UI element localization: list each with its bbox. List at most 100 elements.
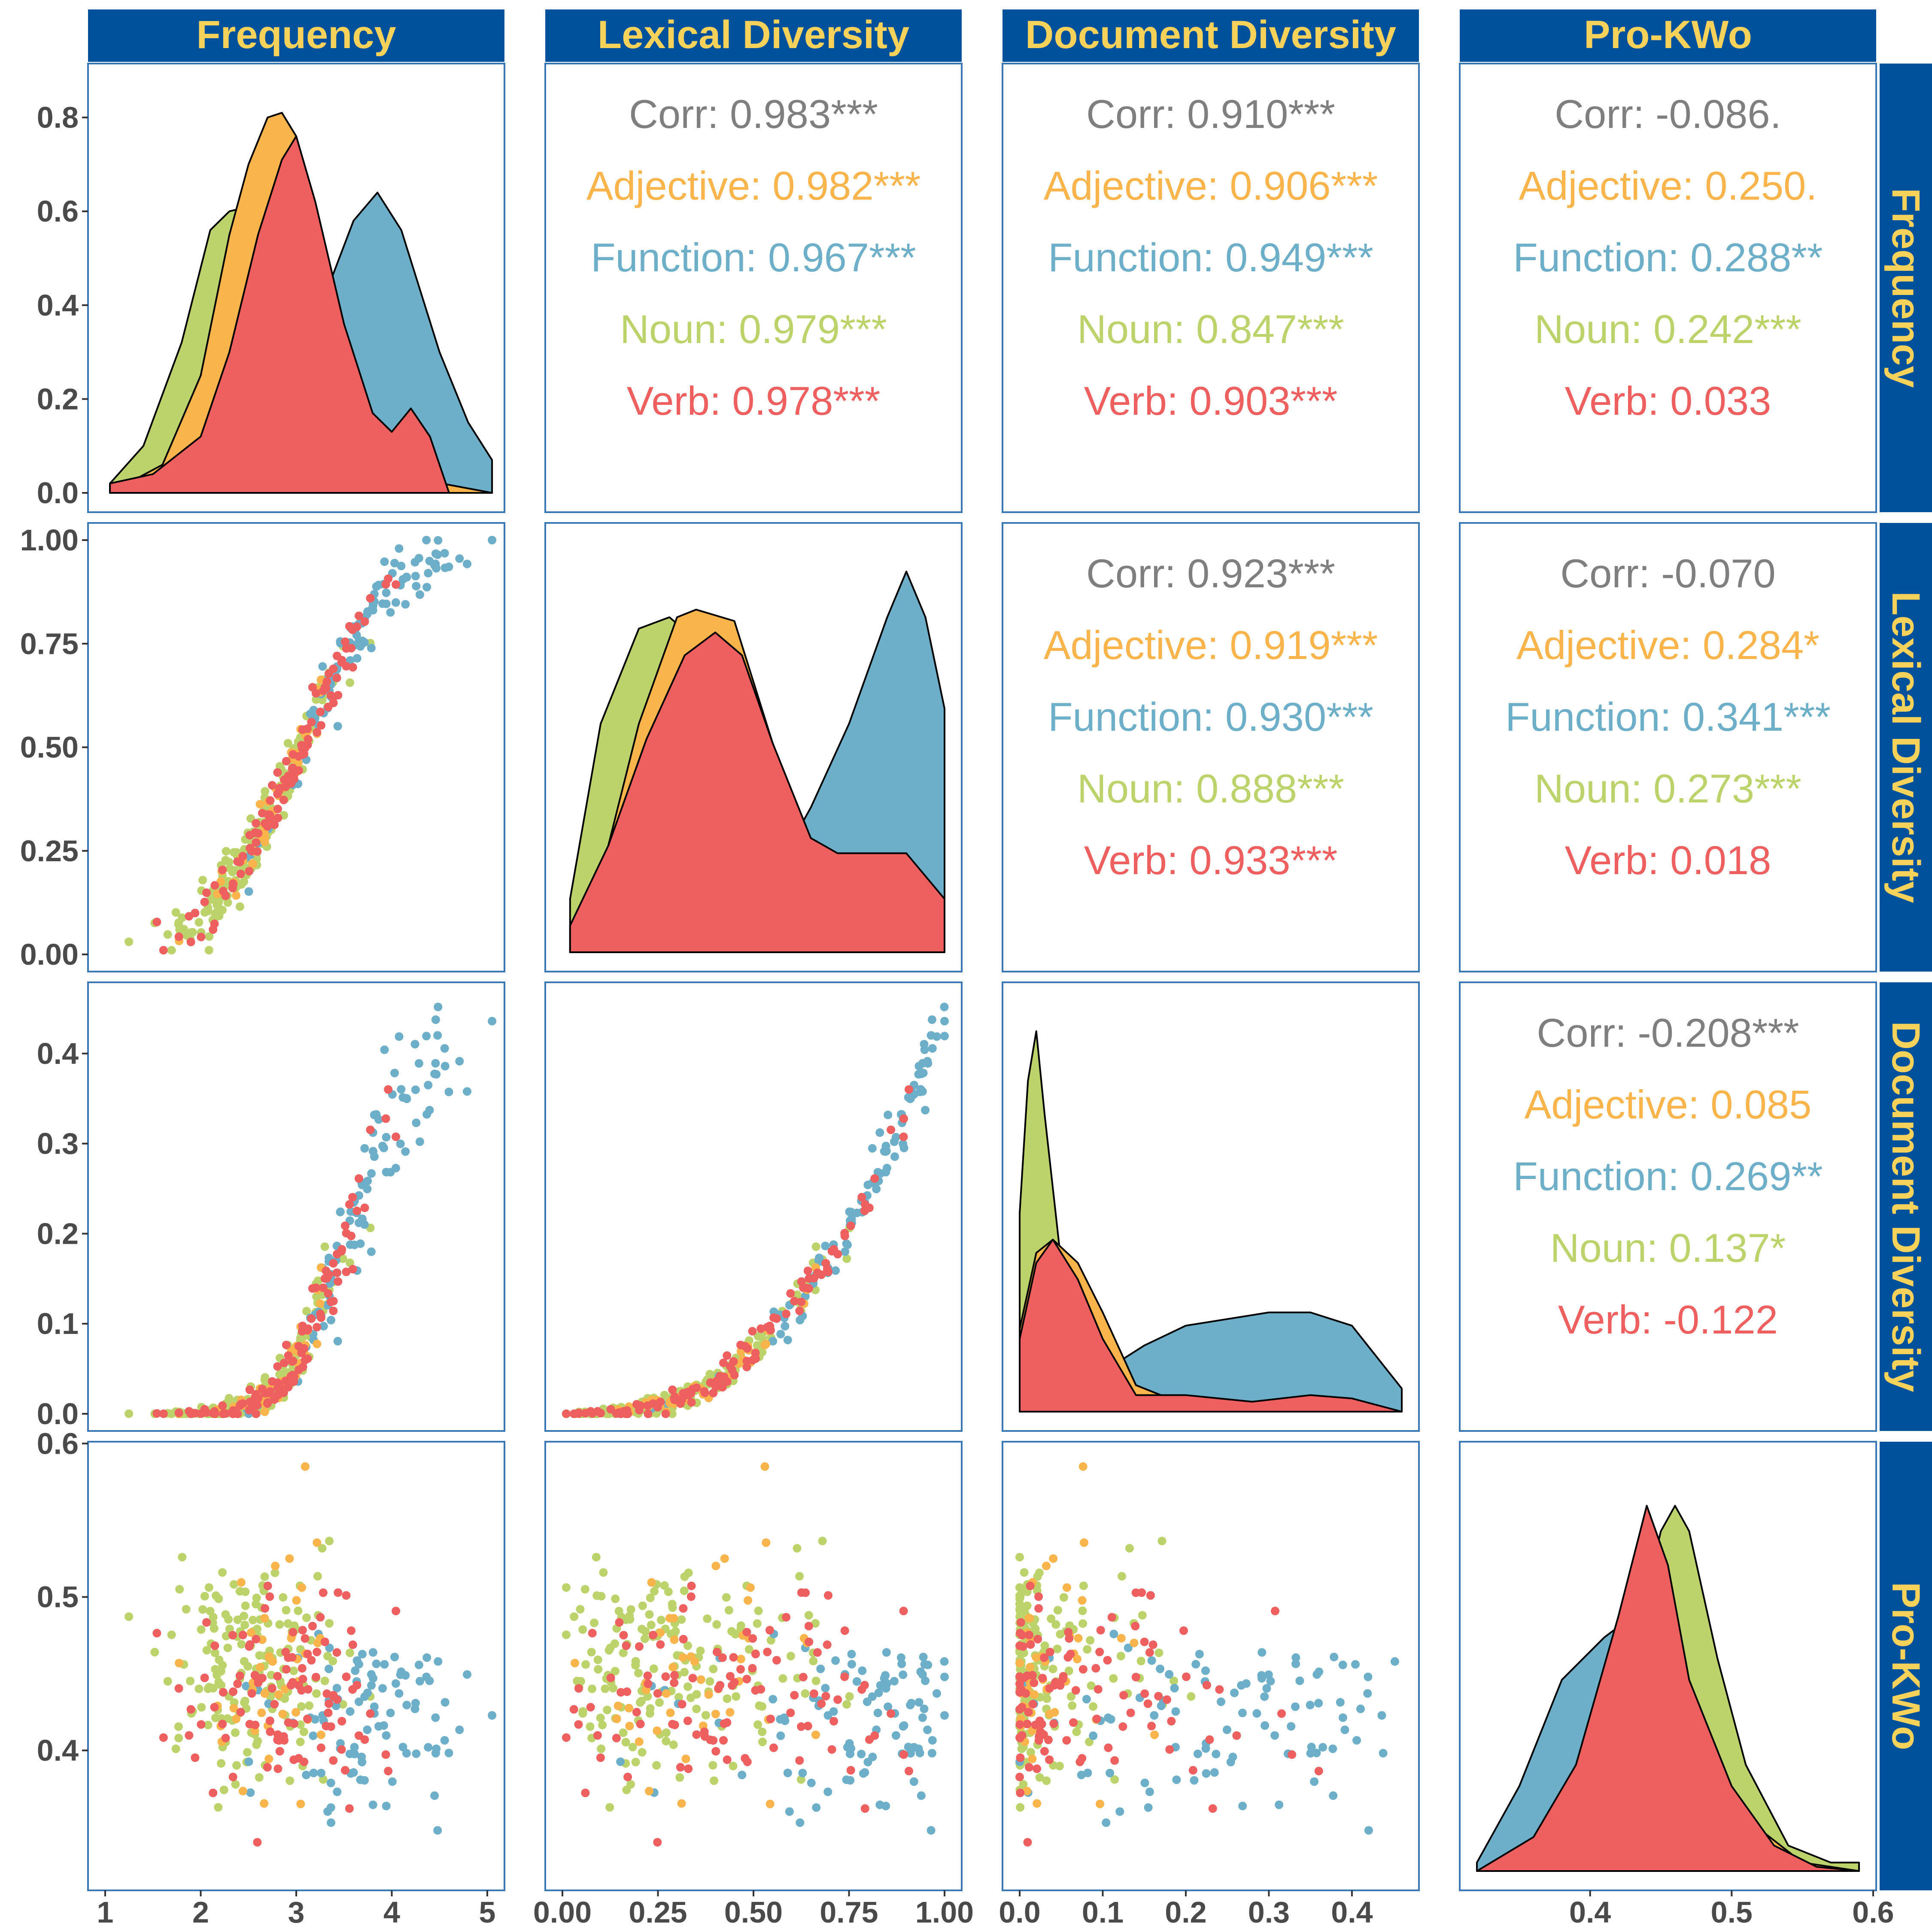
point-document-diversity-vs-lexical-diversity-function	[882, 1163, 891, 1173]
corr-label-frequency-pro-kwo-function: Function: 0.288**	[1513, 235, 1823, 280]
point-pro-kwo-vs-frequency-noun	[211, 1591, 220, 1600]
point-document-diversity-vs-frequency-verb	[228, 1407, 237, 1416]
point-pro-kwo-vs-lexical-diversity-verb	[562, 1733, 571, 1742]
point-pro-kwo-vs-lexical-diversity-noun	[638, 1601, 647, 1610]
point-pro-kwo-vs-lexical-diversity-noun	[578, 1625, 587, 1634]
point-lexical-diversity-vs-frequency-function	[434, 536, 443, 545]
point-pro-kwo-vs-lexical-diversity-noun	[597, 1744, 606, 1753]
point-pro-kwo-vs-document-diversity-verb	[1154, 1692, 1163, 1701]
point-pro-kwo-vs-lexical-diversity-adjective	[704, 1690, 713, 1699]
point-pro-kwo-vs-frequency-verb	[273, 1672, 282, 1681]
point-pro-kwo-vs-document-diversity-verb	[1030, 1678, 1039, 1687]
point-pro-kwo-vs-frequency-verb	[348, 1640, 357, 1649]
point-pro-kwo-vs-frequency-noun	[280, 1694, 289, 1703]
point-pro-kwo-vs-lexical-diversity-verb	[751, 1649, 760, 1659]
point-pro-kwo-vs-document-diversity-function	[1077, 1771, 1086, 1780]
point-pro-kwo-vs-document-diversity-function	[1295, 1676, 1304, 1685]
point-lexical-diversity-vs-frequency-noun	[198, 875, 207, 884]
strip-top-label-lexical-diversity: Lexical Diversity	[598, 13, 909, 57]
point-pro-kwo-vs-frequency-verb	[347, 1626, 355, 1635]
point-pro-kwo-vs-frequency-noun	[243, 1748, 252, 1757]
point-pro-kwo-vs-frequency-adjective	[256, 1663, 265, 1672]
point-pro-kwo-vs-frequency-verb	[307, 1656, 316, 1665]
point-pro-kwo-vs-frequency-noun	[175, 1585, 184, 1594]
point-pro-kwo-vs-document-diversity-noun	[1085, 1738, 1094, 1747]
point-pro-kwo-vs-document-diversity-noun	[1109, 1674, 1118, 1683]
point-pro-kwo-vs-lexical-diversity-function	[940, 1657, 949, 1666]
point-pro-kwo-vs-lexical-diversity-noun	[842, 1700, 851, 1709]
point-lexical-diversity-vs-frequency-function	[382, 588, 391, 597]
point-pro-kwo-vs-document-diversity-function	[1336, 1698, 1345, 1707]
point-document-diversity-vs-frequency-noun	[302, 1306, 311, 1315]
point-pro-kwo-vs-frequency-noun	[218, 1568, 227, 1577]
point-pro-kwo-vs-lexical-diversity-noun	[811, 1619, 820, 1628]
point-document-diversity-vs-frequency-verb	[159, 1409, 168, 1418]
point-document-diversity-vs-lexical-diversity-function	[769, 1337, 778, 1346]
point-pro-kwo-vs-lexical-diversity-noun	[598, 1720, 607, 1729]
point-document-diversity-vs-frequency-function	[397, 1085, 406, 1094]
point-pro-kwo-vs-document-diversity-function	[1351, 1660, 1360, 1669]
point-pro-kwo-vs-frequency-verb	[308, 1622, 317, 1631]
point-pro-kwo-vs-frequency-verb	[210, 1703, 219, 1712]
point-pro-kwo-vs-lexical-diversity-function	[863, 1758, 872, 1767]
point-pro-kwo-vs-document-diversity-function	[1156, 1665, 1165, 1674]
point-pro-kwo-vs-document-diversity-noun	[1078, 1619, 1088, 1628]
point-lexical-diversity-vs-frequency-verb	[252, 838, 261, 847]
point-document-diversity-vs-lexical-diversity-verb	[797, 1297, 806, 1306]
point-document-diversity-vs-lexical-diversity-function	[927, 1015, 936, 1024]
point-pro-kwo-vs-document-diversity-function	[1291, 1659, 1300, 1668]
point-document-diversity-vs-lexical-diversity-function	[940, 1032, 949, 1041]
point-pro-kwo-vs-lexical-diversity-function	[852, 1677, 861, 1686]
point-pro-kwo-vs-document-diversity-adjective	[1025, 1614, 1034, 1623]
point-pro-kwo-vs-frequency-noun	[255, 1651, 264, 1660]
point-pro-kwo-vs-document-diversity-function	[1124, 1643, 1133, 1653]
point-document-diversity-vs-lexical-diversity-verb	[687, 1389, 696, 1398]
point-pro-kwo-vs-lexical-diversity-noun	[703, 1614, 712, 1623]
point-pro-kwo-vs-lexical-diversity-verb	[713, 1647, 721, 1656]
point-lexical-diversity-vs-frequency-verb	[326, 691, 335, 700]
point-pro-kwo-vs-lexical-diversity-adjective	[681, 1754, 690, 1763]
point-pro-kwo-vs-lexical-diversity-noun	[696, 1646, 705, 1656]
point-pro-kwo-vs-frequency-verb	[384, 1767, 393, 1776]
point-document-diversity-vs-frequency-verb	[235, 1401, 244, 1410]
point-pro-kwo-vs-lexical-diversity-noun	[619, 1648, 628, 1657]
point-pro-kwo-vs-document-diversity-verb	[1119, 1691, 1128, 1700]
point-pro-kwo-vs-frequency-noun	[328, 1656, 337, 1665]
point-pro-kwo-vs-lexical-diversity-adjective	[711, 1561, 720, 1571]
point-lexical-diversity-vs-frequency-verb	[294, 752, 303, 761]
point-pro-kwo-vs-document-diversity-function	[1262, 1684, 1271, 1693]
x-tick-label-frequency: 1	[97, 1896, 114, 1929]
point-pro-kwo-vs-document-diversity-noun	[1035, 1773, 1044, 1782]
point-document-diversity-vs-frequency-verb	[298, 1363, 307, 1371]
point-document-diversity-vs-frequency-noun	[225, 1394, 234, 1403]
point-pro-kwo-vs-lexical-diversity-verb	[803, 1722, 812, 1731]
point-document-diversity-vs-lexical-diversity-function	[923, 1057, 932, 1066]
point-lexical-diversity-vs-frequency-verb	[270, 820, 279, 829]
point-document-diversity-vs-frequency-verb	[316, 1313, 325, 1322]
point-pro-kwo-vs-lexical-diversity-noun	[611, 1594, 620, 1603]
point-lexical-diversity-vs-frequency-noun	[194, 918, 204, 927]
point-pro-kwo-vs-document-diversity-noun	[1170, 1677, 1179, 1686]
point-pro-kwo-vs-frequency-function	[358, 1758, 367, 1767]
point-lexical-diversity-vs-frequency-noun	[225, 864, 234, 873]
point-document-diversity-vs-frequency-function	[434, 1002, 443, 1012]
point-pro-kwo-vs-lexical-diversity-adjective	[645, 1786, 654, 1795]
point-pro-kwo-vs-lexical-diversity-function	[920, 1704, 929, 1713]
point-pro-kwo-vs-lexical-diversity-verb	[887, 1709, 896, 1718]
point-pro-kwo-vs-lexical-diversity-adjective	[571, 1659, 579, 1668]
point-document-diversity-vs-lexical-diversity-verb	[643, 1401, 652, 1410]
point-document-diversity-vs-lexical-diversity-verb	[676, 1399, 685, 1408]
point-document-diversity-vs-lexical-diversity-verb	[782, 1309, 791, 1318]
point-pro-kwo-vs-lexical-diversity-function	[919, 1653, 928, 1662]
point-pro-kwo-vs-lexical-diversity-verb	[581, 1789, 590, 1797]
point-pro-kwo-vs-lexical-diversity-verb	[797, 1722, 806, 1731]
point-document-diversity-vs-lexical-diversity-verb	[569, 1410, 578, 1418]
point-pro-kwo-vs-lexical-diversity-noun	[596, 1713, 605, 1722]
point-pro-kwo-vs-lexical-diversity-noun	[643, 1692, 652, 1701]
point-pro-kwo-vs-lexical-diversity-function	[776, 1731, 785, 1740]
point-pro-kwo-vs-document-diversity-noun	[1016, 1803, 1025, 1812]
point-pro-kwo-vs-lexical-diversity-verb	[606, 1674, 615, 1682]
point-pro-kwo-vs-document-diversity-noun	[1083, 1645, 1092, 1654]
point-pro-kwo-vs-document-diversity-verb	[1059, 1672, 1068, 1681]
point-pro-kwo-vs-lexical-diversity-noun	[731, 1630, 740, 1639]
